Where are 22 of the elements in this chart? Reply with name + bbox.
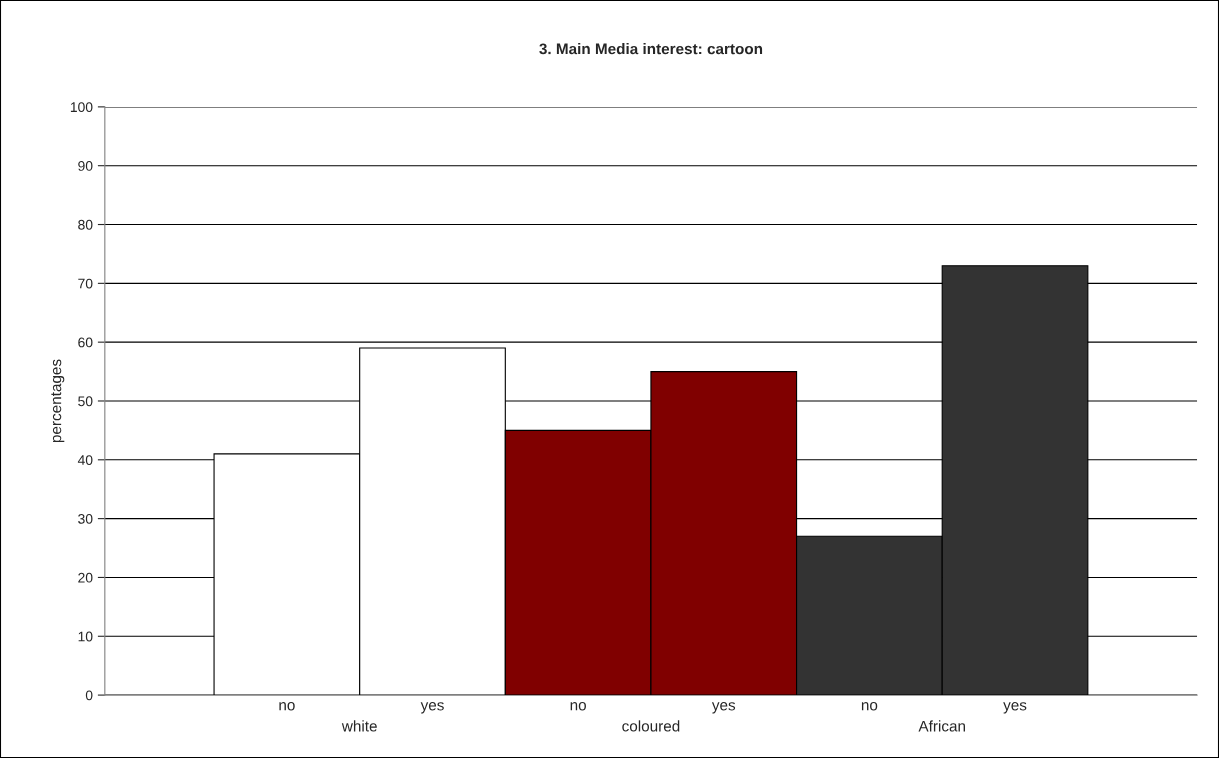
x-tick-label: no [279, 702, 295, 711]
text: African [918, 720, 965, 732]
y-tick-label: 40 [77, 455, 93, 465]
x-tick-label: yes [1003, 702, 1027, 714]
y-tick-label: 30 [78, 513, 93, 524]
x-tick-label: no [570, 702, 586, 711]
x-tick-label: yes [420, 702, 444, 714]
chart-title: 3. Main Media interest: cartoon [539, 43, 763, 55]
y-tick-label: 10 [78, 631, 93, 642]
y-tick-label: 60 [78, 337, 93, 348]
x-tick-label: no [861, 702, 878, 711]
y-tick-label: 0 [85, 690, 93, 701]
y-tick-label: 100 [70, 102, 93, 113]
text: white [341, 720, 377, 732]
y-tick-label: 90 [78, 161, 93, 171]
y-tick-label: 50 [78, 396, 93, 407]
y-tick-label: 20 [78, 572, 93, 583]
y-axis-title: percentages [51, 359, 65, 443]
y-tick-label: 80 [78, 219, 93, 230]
y-tick-label: 70 [78, 278, 93, 289]
text: coloured [622, 720, 680, 732]
x-tick-label: yes [711, 702, 736, 714]
